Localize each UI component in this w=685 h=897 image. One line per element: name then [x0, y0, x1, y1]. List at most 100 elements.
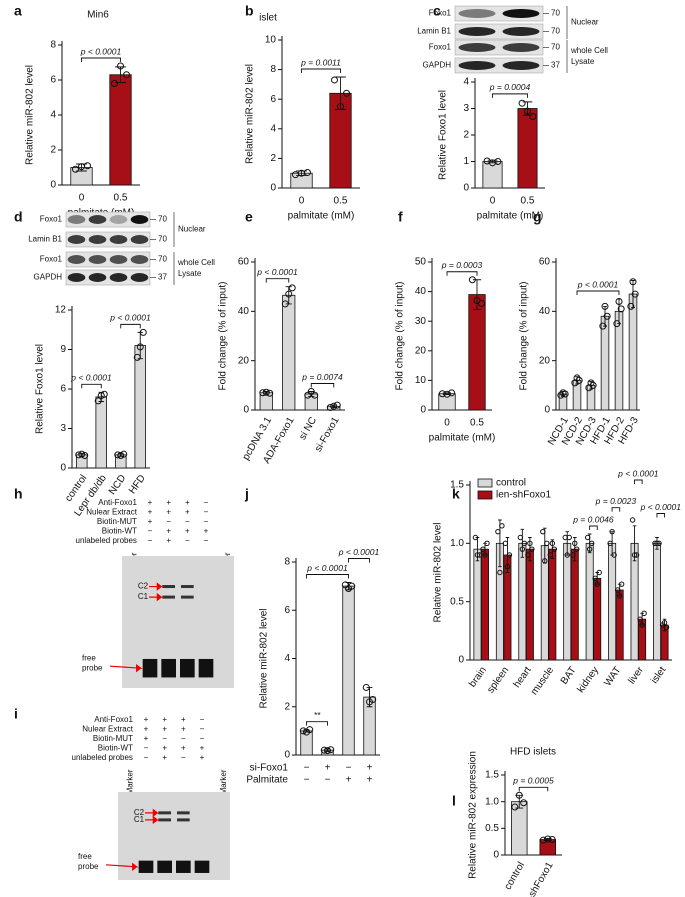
blot-band: [458, 61, 496, 70]
shift-band: [158, 818, 171, 822]
data-point: [663, 624, 670, 631]
x-tick-label: heart: [512, 665, 534, 690]
data-point: [330, 76, 338, 84]
blot-band: [130, 215, 149, 224]
y-axis-label: Relative Foxo1 level: [35, 344, 46, 434]
data-point: [504, 563, 511, 570]
data-point: [633, 552, 640, 558]
data-point: [654, 540, 660, 547]
legend-label: len-shFoxo1: [496, 490, 551, 501]
bar: [95, 396, 108, 469]
data-point: [327, 746, 335, 754]
gel-row-label: unlabeled probes: [72, 753, 133, 762]
data-point: [548, 836, 556, 844]
y-tick-label: 20: [539, 355, 551, 366]
data-point: [348, 582, 356, 590]
data-point: [117, 62, 124, 70]
y-tick-label: 0: [243, 405, 249, 416]
gel-sign: +: [162, 725, 167, 734]
data-point: [123, 71, 131, 79]
condition-sign: +: [367, 775, 373, 786]
y-tick-label: 12: [55, 305, 67, 316]
blot-row-label: Foxo1: [429, 43, 452, 52]
data-point: [525, 552, 531, 558]
significance-label: p < 0.0001: [306, 563, 348, 573]
data-point: [517, 534, 524, 541]
data-point: [266, 389, 274, 397]
band-arrow: [145, 808, 160, 818]
y-tick-label: 3: [463, 103, 469, 114]
blot-group-label: Nuclear: [178, 225, 206, 234]
gel-sign: +: [148, 498, 153, 507]
data-point: [71, 165, 79, 173]
free-probe-band: [161, 658, 176, 678]
data-point: [520, 799, 528, 807]
free-probe-label: probe: [82, 663, 103, 672]
data-point: [547, 552, 554, 558]
y-tick-label: 50: [415, 257, 427, 268]
data-point: [611, 552, 617, 558]
gel-sign: +: [181, 715, 186, 724]
x-axis-label: palmitate (mM): [288, 211, 355, 222]
data-point: [448, 389, 456, 397]
significance-label: p < 0.0001: [109, 313, 151, 323]
data-point: [529, 546, 535, 552]
blot-band: [130, 273, 149, 282]
bar: [282, 294, 296, 411]
significance-bracket: [81, 383, 102, 389]
gel-sign: −: [200, 734, 205, 743]
y-tick-label: 0.5: [485, 823, 499, 834]
blot-group-label: Nuclear: [571, 18, 599, 27]
gel-sign: −: [185, 536, 190, 545]
blot-band: [88, 273, 107, 282]
blot-band: [458, 43, 496, 52]
marker-label: Marker: [219, 769, 228, 794]
gel-sign: +: [144, 734, 149, 743]
data-point: [136, 343, 144, 351]
y-tick-label: 4: [270, 123, 276, 134]
y-axis-label: Relative miR-802 level: [25, 65, 36, 165]
y-axis-label: Fold change (% of input): [395, 282, 406, 391]
free-probe-band: [157, 860, 172, 873]
data-point: [311, 391, 319, 399]
significance-label: p < 0.0001: [256, 267, 298, 277]
data-point: [478, 299, 486, 307]
y-tick-label: 9: [60, 344, 66, 355]
y-axis-label: Relative miR-802 level: [245, 64, 256, 164]
y-tick-label: 4: [50, 110, 56, 121]
data-point: [527, 540, 533, 547]
panel-letter: c: [433, 3, 441, 19]
free-probe-label: probe: [78, 862, 99, 871]
bar: [342, 585, 355, 756]
data-point: [661, 619, 668, 626]
data-point: [529, 112, 537, 120]
data-point: [588, 540, 595, 547]
data-point: [607, 540, 613, 547]
y-tick-label: 0.5: [450, 596, 464, 607]
gel-row-label: Biotin-WT: [102, 527, 137, 536]
condition-sign: +: [346, 775, 352, 786]
significance-bracket: [81, 57, 121, 62]
data-point: [614, 587, 621, 593]
bar: [468, 294, 486, 411]
y-tick-label: 2: [50, 145, 56, 156]
x-tick-label: control: [503, 860, 528, 891]
data-point: [499, 523, 505, 529]
data-point: [482, 552, 488, 558]
panel-letter: j: [244, 486, 249, 502]
gel-row-label: Anti-Foxo1: [94, 715, 133, 724]
data-point: [544, 835, 552, 843]
gel-sign: −: [204, 536, 209, 545]
y-axis-label: Relative Foxo1 level: [438, 90, 449, 180]
y-tick-label: 1.0: [485, 796, 499, 807]
data-point: [616, 593, 623, 599]
gel-row-label: Anti-Foxo1: [98, 498, 137, 507]
data-point: [133, 353, 141, 361]
shift-band: [158, 811, 171, 815]
bar: [518, 542, 527, 661]
panel-letter: g: [533, 209, 542, 225]
x-tick-label: 0.5: [114, 193, 128, 204]
x-tick-label: si NC: [297, 415, 319, 442]
gel-image: [118, 792, 230, 880]
data-point: [641, 610, 647, 617]
